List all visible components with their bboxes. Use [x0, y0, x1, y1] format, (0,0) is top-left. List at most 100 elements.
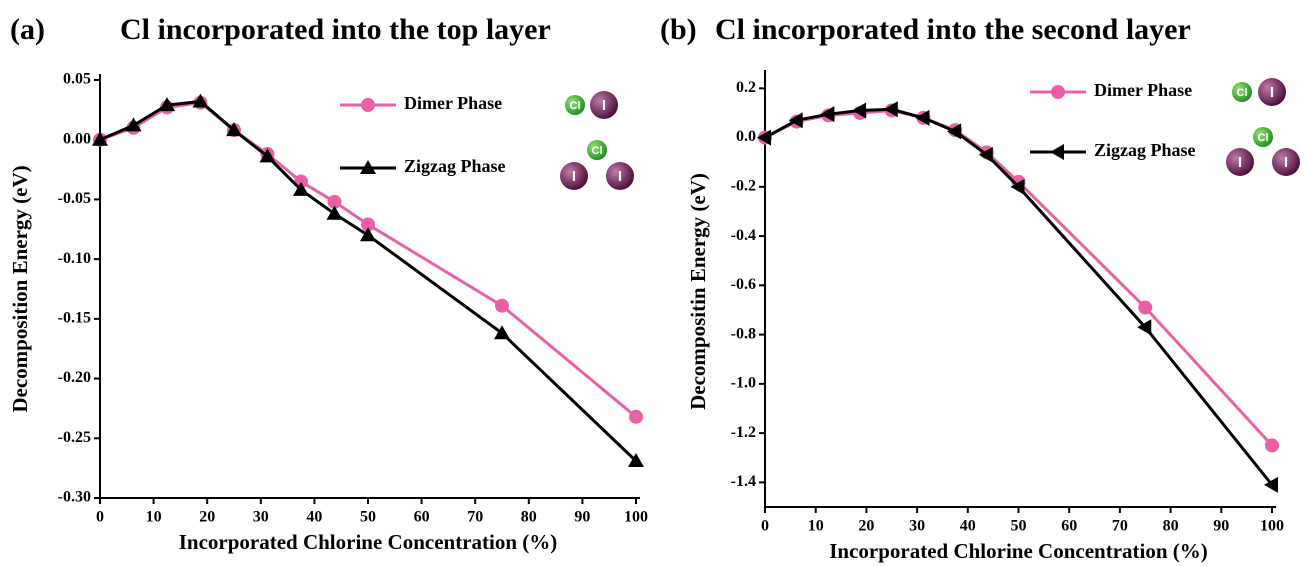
- series-line: [764, 107, 1274, 486]
- x-tick-label: 100: [1260, 518, 1284, 535]
- x-tick-label: 40: [306, 509, 322, 526]
- x-tick-label: 10: [146, 509, 162, 526]
- y-tick-label: 0.2: [736, 79, 756, 96]
- legend-label: Dimer Phase: [404, 93, 502, 113]
- iodine-icon: [606, 162, 634, 190]
- x-tick-label: 90: [574, 509, 590, 526]
- marker: [293, 181, 309, 196]
- y-tick-label: -0.4: [731, 227, 756, 244]
- iodine-icon: [590, 91, 618, 119]
- y-tick-label: -0.25: [58, 429, 91, 446]
- legend-label: Zigzag Phase: [404, 156, 506, 176]
- marker: [1265, 438, 1279, 453]
- marker: [326, 205, 343, 220]
- x-tick-label: 70: [467, 509, 483, 526]
- y-tick-label: -0.30: [58, 489, 91, 506]
- x-tick-label: 90: [1213, 518, 1229, 535]
- x-tick-label: 70: [1112, 518, 1128, 535]
- panel-label: (b): [660, 13, 697, 46]
- marker: [947, 123, 962, 140]
- icon-label: I: [1284, 154, 1288, 171]
- x-tick-label: 60: [1061, 518, 1077, 535]
- icon-label: Cl: [1237, 87, 1248, 99]
- x-tick-label: 100: [624, 509, 648, 526]
- y-tick-label: -1.0: [731, 375, 756, 392]
- chlorine-icon: [587, 140, 607, 160]
- iodine-icon: [560, 162, 588, 190]
- x-tick-label: 10: [808, 518, 824, 535]
- chart-title: Cl incorporated into the top layer: [120, 13, 551, 46]
- x-tick-label: 80: [1163, 518, 1179, 535]
- y-tick-label: 0.00: [63, 130, 91, 147]
- marker: [629, 409, 643, 424]
- icon-label: Cl: [592, 145, 603, 157]
- legend-marker: [361, 98, 375, 112]
- y-tick-label: -0.20: [58, 369, 91, 386]
- y-tick-label: -1.4: [731, 473, 756, 490]
- series-line: [99, 101, 637, 418]
- y-tick-label: -0.2: [731, 178, 756, 195]
- marker: [757, 129, 771, 146]
- marker: [883, 101, 898, 118]
- y-tick-label: -0.05: [58, 190, 91, 207]
- x-tick-label: 0: [761, 518, 769, 535]
- marker: [494, 325, 510, 340]
- icon-label: I: [618, 168, 622, 185]
- legend-marker: [1050, 144, 1064, 160]
- icon-label: Cl: [570, 100, 581, 112]
- y-tick-label: -0.8: [731, 325, 756, 342]
- series-line: [99, 99, 638, 463]
- y-tick-label: -0.10: [58, 250, 91, 267]
- marker: [1138, 300, 1153, 315]
- marker: [360, 227, 376, 242]
- x-tick-label: 80: [521, 509, 537, 526]
- y-tick-label: 0.0: [736, 128, 756, 145]
- y-tick-label: -1.2: [731, 424, 756, 441]
- y-tick-label: -0.6: [731, 276, 756, 293]
- series-line: [764, 108, 1274, 447]
- x-axis-label: Incorporated Chlorine Concentration (%): [179, 530, 558, 554]
- legend-marker: [360, 160, 376, 174]
- chlorine-icon: [565, 95, 585, 115]
- x-tick-label: 20: [199, 509, 215, 526]
- panel-label: (a): [10, 13, 45, 46]
- marker: [192, 93, 209, 108]
- x-axis-label: Incorporated Chlorine Concentration (%): [829, 539, 1208, 563]
- marker: [820, 106, 835, 123]
- marker: [628, 452, 644, 467]
- chlorine-icon: [1232, 82, 1252, 102]
- icon-label: I: [602, 97, 606, 114]
- legend-label: Zigzag Phase: [1094, 140, 1196, 160]
- chart-title: Cl incorporated into the second layer: [715, 13, 1191, 46]
- x-tick-label: 50: [360, 509, 376, 526]
- marker: [915, 109, 930, 126]
- iodine-icon: [1258, 78, 1286, 106]
- marker: [978, 146, 993, 163]
- marker: [1264, 476, 1278, 493]
- icon-label: I: [1270, 84, 1274, 101]
- y-axis-label: Decompositin Energy (eV): [686, 173, 710, 410]
- icon-label: I: [1238, 154, 1242, 171]
- chlorine-icon: [1253, 127, 1273, 147]
- marker: [125, 117, 142, 132]
- marker: [92, 131, 108, 146]
- x-tick-label: 40: [960, 518, 976, 535]
- marker: [788, 112, 803, 129]
- legend-marker: [1051, 85, 1065, 99]
- iodine-icon: [1272, 148, 1300, 176]
- marker: [852, 102, 867, 119]
- icon-label: Cl: [1258, 132, 1269, 144]
- marker: [259, 148, 276, 163]
- y-tick-label: 0.05: [63, 71, 91, 88]
- iodine-icon: [1226, 148, 1254, 176]
- marker: [226, 122, 242, 137]
- marker: [159, 97, 175, 112]
- marker: [1010, 178, 1025, 195]
- marker: [495, 298, 509, 313]
- marker: [1137, 319, 1152, 336]
- x-tick-label: 60: [414, 509, 430, 526]
- x-tick-label: 20: [858, 518, 874, 535]
- y-tick-label: -0.15: [58, 310, 91, 327]
- x-tick-label: 30: [909, 518, 925, 535]
